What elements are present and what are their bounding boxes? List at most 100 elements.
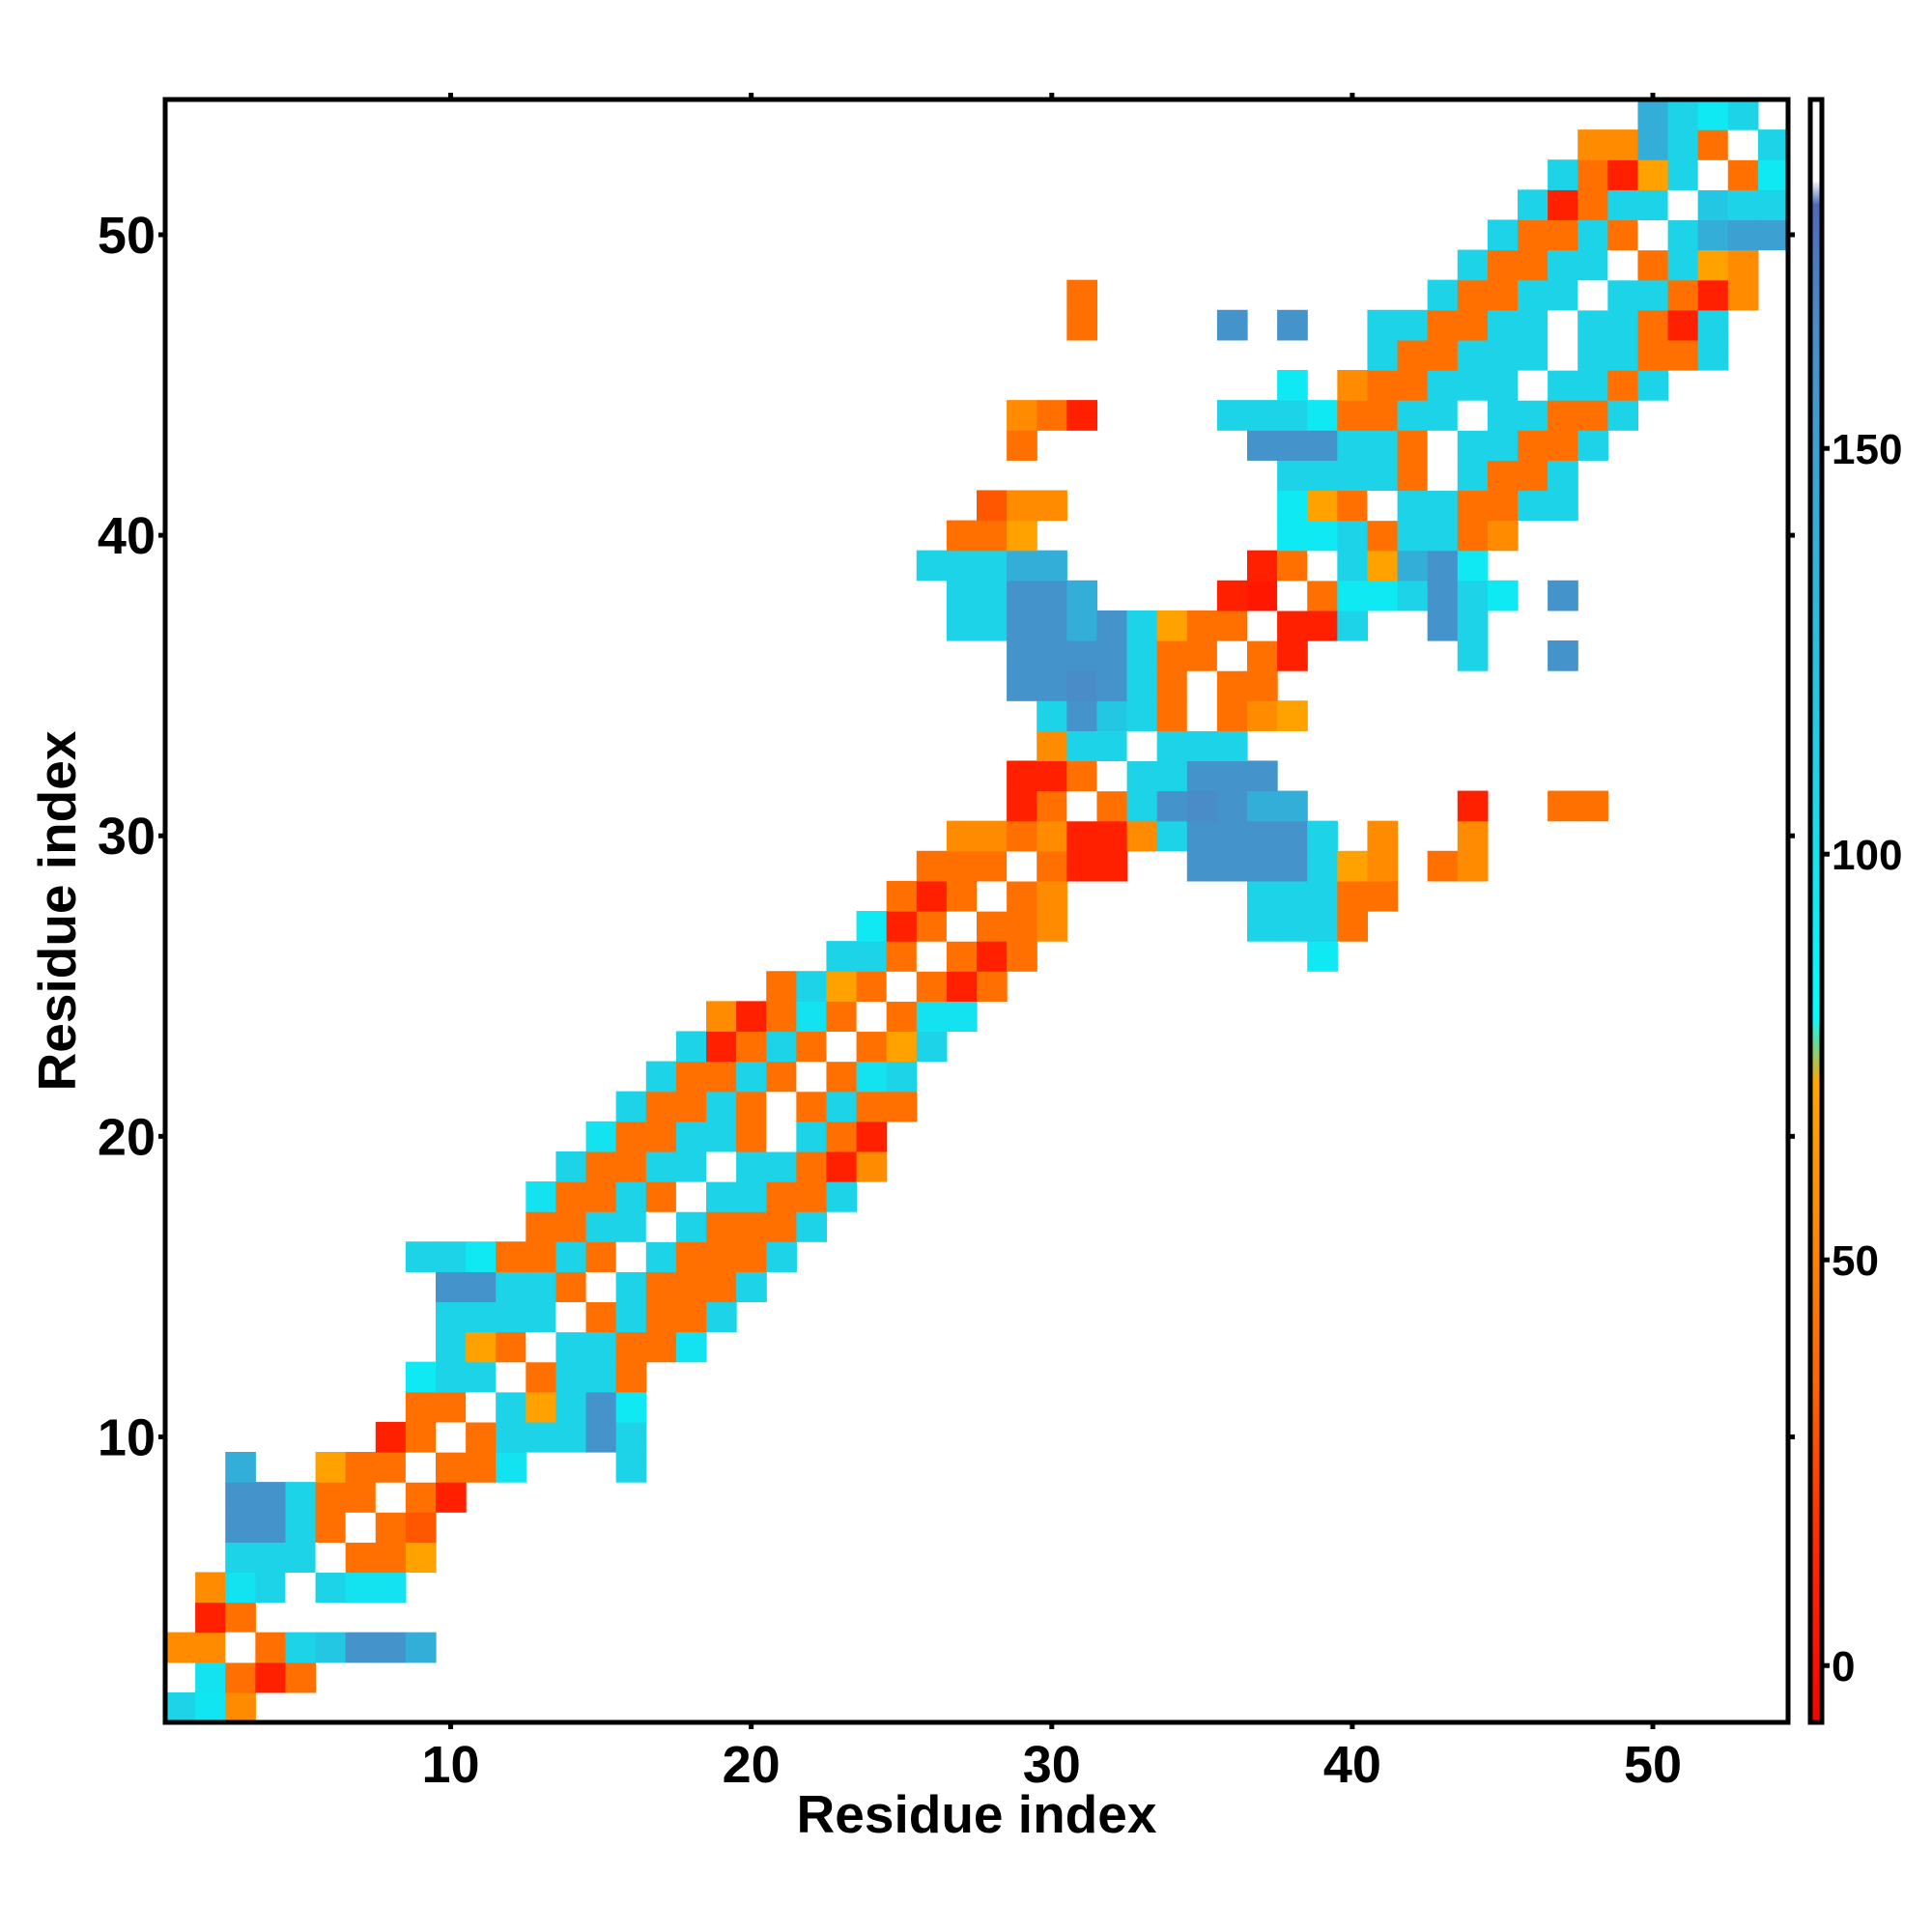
heatmap-cell	[1367, 850, 1399, 882]
heatmap-cell	[766, 1001, 797, 1033]
heatmap-cell	[1007, 911, 1037, 942]
heatmap-cell	[675, 1151, 707, 1182]
heatmap-cell	[225, 1542, 256, 1574]
heatmap-cell	[1066, 730, 1098, 762]
heatmap-cell	[886, 1091, 918, 1122]
heatmap-cell	[886, 1061, 918, 1093]
heatmap-cell	[706, 1031, 737, 1063]
heatmap-cell	[1307, 400, 1338, 431]
heatmap-cell	[405, 1512, 437, 1543]
heatmap-cell	[1457, 279, 1489, 311]
heatmap-cell	[1037, 790, 1067, 822]
heatmap-cell	[1277, 460, 1308, 492]
heatmap-cell	[555, 1211, 587, 1242]
heatmap-cell	[615, 1181, 647, 1212]
heatmap-cell	[977, 490, 1008, 522]
heatmap-cell	[1307, 490, 1338, 522]
heatmap-cell	[1727, 219, 1759, 251]
heatmap-cell	[615, 1151, 647, 1182]
heatmap-cell	[315, 1632, 347, 1663]
heatmap-cell	[496, 1391, 526, 1423]
x-tick-label: 30	[1023, 1736, 1081, 1794]
heatmap-cell	[496, 1361, 526, 1393]
heatmap-cell	[1007, 941, 1037, 972]
heatmap-cell	[1548, 339, 1578, 371]
heatmap-cell	[1487, 520, 1519, 552]
heatmap-cell	[1126, 610, 1158, 641]
x-tick-label: 10	[422, 1736, 480, 1794]
heatmap-cell	[1037, 580, 1067, 611]
heatmap-cell	[645, 1121, 677, 1152]
heatmap-cell	[916, 941, 948, 972]
heatmap-cell	[886, 1001, 918, 1033]
heatmap-cell	[796, 1091, 828, 1122]
heatmap-cell	[645, 1091, 677, 1122]
heatmap-cell	[585, 1361, 617, 1393]
heatmap-cell	[1607, 249, 1639, 281]
heatmap-cell	[856, 941, 888, 972]
heatmap-cell	[1186, 760, 1218, 792]
heatmap-cell	[225, 1572, 256, 1604]
heatmap-cell	[1247, 820, 1278, 852]
heatmap-cell	[1397, 370, 1429, 401]
heatmap-cell	[1037, 490, 1067, 522]
heatmap-cell	[615, 1091, 647, 1122]
heatmap-cell	[1487, 249, 1519, 281]
heatmap-cell	[706, 1001, 737, 1033]
heatmap-cell	[615, 1361, 647, 1393]
heatmap-cell	[466, 1452, 497, 1483]
heatmap-cell	[1427, 430, 1459, 461]
heatmap-cell	[496, 1301, 526, 1333]
heatmap-cell	[1577, 219, 1608, 251]
heatmap-cell	[1397, 339, 1429, 371]
heatmap-cell	[1307, 610, 1338, 641]
heatmap-cell	[255, 1632, 287, 1663]
heatmap-cell	[1697, 99, 1729, 130]
heatmap-cell	[1037, 610, 1067, 641]
heatmap-cell	[1367, 580, 1399, 611]
heatmap-cell	[645, 1301, 677, 1333]
heatmap-cell	[826, 1031, 858, 1063]
heatmap-cell	[585, 1391, 617, 1423]
heatmap-cell	[1727, 279, 1759, 311]
heatmap-cell	[1548, 249, 1578, 281]
heatmap-cell	[856, 1151, 888, 1182]
heatmap-cell	[826, 1121, 858, 1152]
heatmap-cell	[1637, 339, 1669, 371]
heatmap-cell	[1337, 911, 1369, 942]
heatmap-cell	[1457, 520, 1489, 552]
heatmap-cell	[766, 1181, 797, 1212]
heatmap-cell	[645, 1061, 677, 1093]
heatmap-cell	[977, 550, 1008, 582]
heatmap-cell	[1637, 249, 1669, 281]
y-tick-label: 10	[98, 1408, 156, 1466]
heatmap-cell	[436, 1421, 467, 1453]
heatmap-cell	[1637, 159, 1669, 190]
axis-ticks: 10 20 30 40 50 10 20 30 40 50	[98, 93, 1795, 1794]
heatmap-cell	[1186, 820, 1218, 852]
heatmap-cell	[1186, 730, 1218, 762]
heatmap-cell	[1548, 219, 1578, 251]
heatmap-cell	[225, 1482, 256, 1513]
heatmap-cell	[675, 1211, 707, 1242]
heatmap-cell	[1577, 189, 1608, 221]
heatmap-cell	[706, 1271, 737, 1303]
heatmap-cell	[675, 1271, 707, 1303]
heatmap-cell	[405, 1632, 437, 1663]
heatmap-cell	[1518, 370, 1548, 401]
heatmap-cell	[1277, 490, 1308, 522]
heatmap-cell	[1066, 850, 1098, 882]
heatmap-cell	[766, 1211, 797, 1242]
heatmap-cell	[675, 1031, 707, 1063]
heatmap-cell	[1548, 580, 1578, 611]
heatmap-cell	[555, 1361, 587, 1393]
heatmap-cell	[886, 1031, 918, 1063]
heatmap-cell	[1007, 520, 1037, 552]
heatmap-cell	[1727, 249, 1759, 281]
heatmap-cell	[1277, 550, 1308, 582]
heatmap-cell	[1607, 370, 1639, 401]
heatmap-cell	[195, 1572, 226, 1604]
heatmap-cells	[165, 99, 1789, 1723]
heatmap-cell	[285, 1632, 317, 1663]
